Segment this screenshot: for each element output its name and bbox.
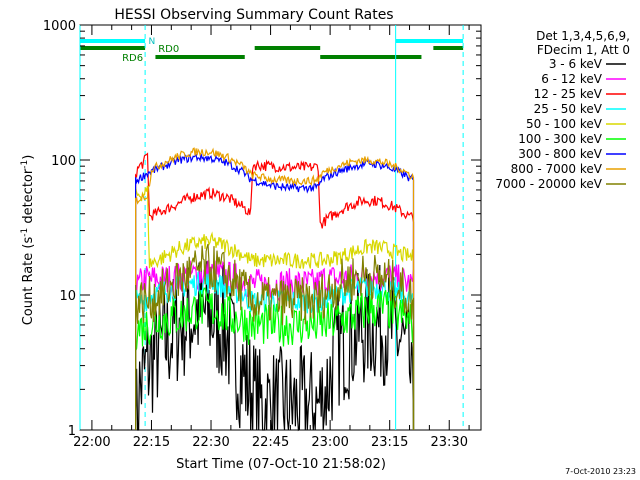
status-label-rd0: RD0 [158, 44, 179, 55]
chart-title: HESSI Observing Summary Count Rates [114, 7, 393, 23]
series-line [135, 152, 415, 430]
y-label-exp1: -1 [20, 228, 30, 237]
x-axis-label: Start Time (07-Oct-10 21:58:02) [176, 457, 386, 472]
legend-item-label: 800 - 7000 keV [511, 162, 603, 176]
y-tick-label: 10 [59, 289, 76, 304]
y-tick-label: 1000 [43, 19, 76, 34]
x-tick-label: 22:45 [252, 435, 289, 450]
y-tick-label: 100 [51, 154, 76, 169]
x-tick-label: 22:00 [73, 435, 110, 450]
series-line [135, 261, 415, 432]
legend-header-detectors: Det 1,3,4,5,6,9, [536, 29, 630, 43]
legend-item-label: 6 - 12 keV [541, 72, 603, 86]
series-line [135, 287, 415, 430]
series-line [135, 243, 415, 430]
x-tick-label: 23:30 [431, 435, 468, 450]
series-line [135, 185, 415, 430]
status-label-n: N [149, 37, 156, 47]
x-tick-label: 23:00 [311, 435, 348, 450]
legend-item-label: 3 - 6 keV [549, 57, 603, 71]
legend-item-label: 7000 - 20000 keV [495, 177, 602, 191]
y-tick-label: 1 [68, 424, 76, 439]
legend-item-label: 25 - 50 keV [534, 102, 603, 116]
series-line [135, 153, 415, 430]
legend-item-label: 50 - 100 keV [526, 117, 603, 131]
y-label-mid: detector [21, 168, 36, 228]
footer-date: 7-Oct-2010 23:23 [565, 467, 636, 476]
y-axis-label: Count Rate (s-1 detector-1) [20, 155, 36, 326]
legend-item-label: 12 - 25 keV [534, 87, 603, 101]
series-line [135, 147, 415, 430]
legend-header-decimation: FDecim 1, Att 0 [537, 43, 630, 57]
event-lines [79, 25, 464, 430]
series-layer [135, 147, 415, 432]
legend-item-label: 100 - 300 keV [518, 132, 602, 146]
legend-item-label: 300 - 800 keV [518, 147, 602, 161]
y-label-end: ) [21, 155, 36, 160]
x-tick-label: 23:15 [371, 435, 408, 450]
x-tick-label: 22:30 [192, 435, 229, 450]
legend: Det 1,3,4,5,6,9, FDecim 1, Att 0 3 - 6 k… [495, 29, 630, 191]
status-label-rd6: RD6 [122, 53, 143, 64]
axes: 22:00 22:15 22:30 22:45 23:00 23:15 23:30 1 10 10… [43, 19, 481, 450]
x-tick-label: 22:15 [133, 435, 170, 450]
y-label-exp2: -1 [20, 160, 30, 169]
y-label-main: Count Rate (s [21, 237, 36, 326]
